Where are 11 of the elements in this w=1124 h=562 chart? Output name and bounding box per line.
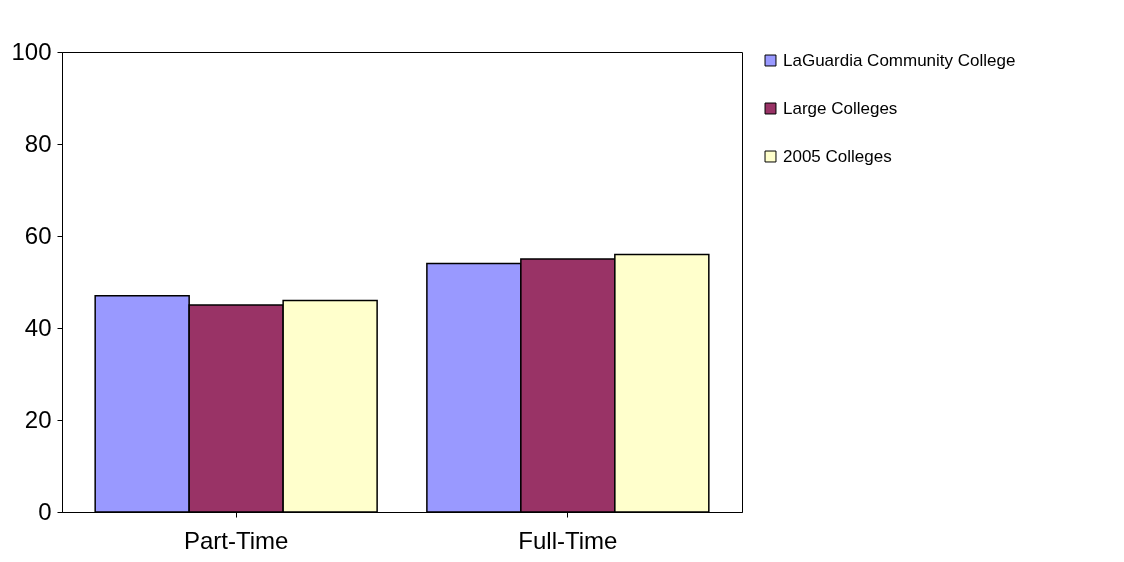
y-tick-label: 40 — [24, 313, 52, 341]
x-tick-label: Full-Time — [518, 526, 618, 554]
y-tick-label: 20 — [24, 405, 52, 433]
y-tick-label: 100 — [11, 37, 52, 65]
legend-label: LaGuardia Community College — [783, 50, 1016, 70]
y-tick-label: 0 — [38, 497, 52, 525]
y-tick-label: 60 — [24, 221, 52, 249]
x-tick-label: Part-Time — [183, 526, 289, 554]
legend-label: Large Colleges — [783, 98, 898, 118]
y-tick-label: 80 — [24, 129, 52, 157]
legend-label: 2005 Colleges — [783, 146, 892, 166]
